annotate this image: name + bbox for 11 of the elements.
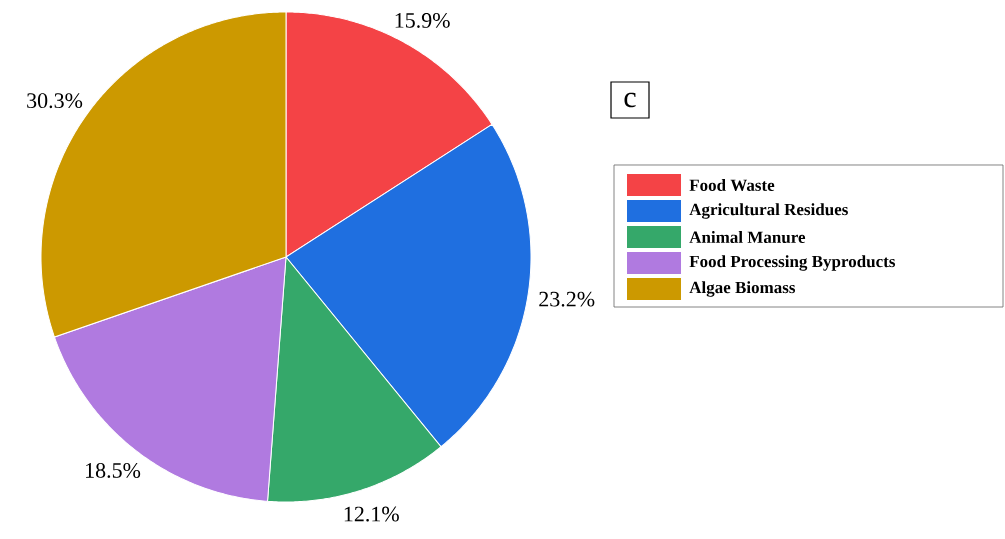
data-label: 23.2%: [539, 291, 595, 307]
data-label: 30.3%: [27, 93, 83, 109]
legend-label: Animal Manure: [689, 231, 806, 243]
data-label: 15.9%: [395, 12, 450, 28]
legend-label: Algae Biomass: [689, 281, 796, 297]
legend-label: Agricultural Residues: [689, 203, 848, 219]
text: c: [624, 92, 636, 108]
data-label: 12.1%: [344, 506, 399, 522]
legend-label: Food Waste: [689, 178, 775, 192]
data-label: 18.5%: [86, 463, 141, 478]
legend-label: Food Processing Byproducts: [689, 255, 896, 271]
